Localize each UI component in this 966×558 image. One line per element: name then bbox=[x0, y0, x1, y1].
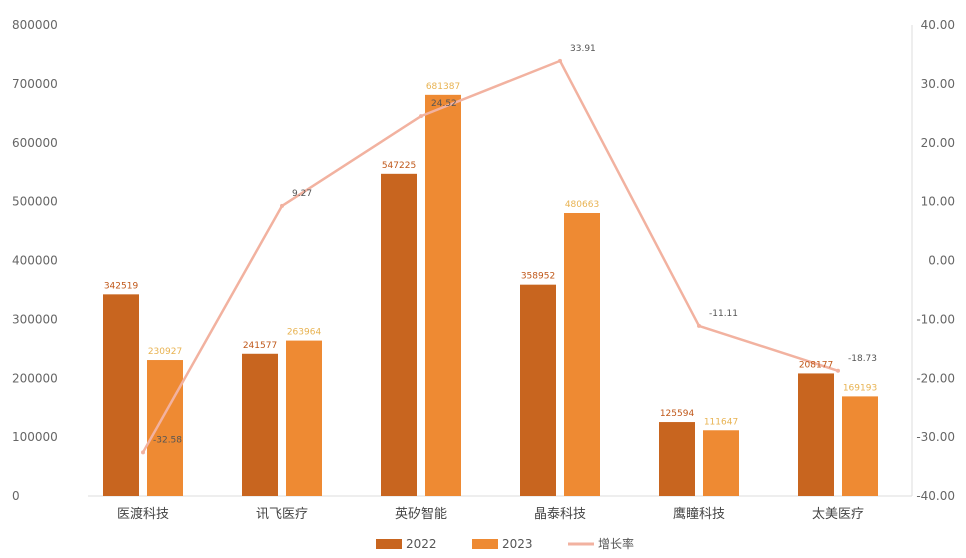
left-tick-label: 500000 bbox=[12, 195, 58, 209]
right-tick-label: -40.00 bbox=[916, 489, 955, 503]
bar-2022-4[interactable] bbox=[659, 422, 695, 496]
bar-data-label: 342519 bbox=[104, 281, 139, 291]
growth-rate-point-4[interactable] bbox=[697, 323, 701, 328]
bar-2022-2[interactable] bbox=[381, 173, 417, 496]
bar-data-label: 358952 bbox=[521, 272, 555, 282]
bar-2023-0[interactable] bbox=[147, 360, 183, 496]
left-axis: 0 100000 200000 300000 400000 500000 600000 700… bbox=[12, 18, 58, 503]
line-data-label: 9.27 bbox=[292, 189, 312, 199]
bar-2022-0[interactable] bbox=[103, 294, 139, 496]
growth-rate-line bbox=[141, 59, 839, 453]
left-tick-label: 300000 bbox=[12, 312, 58, 326]
right-tick-label: -20.00 bbox=[916, 371, 955, 385]
category-label: 英矽智能 bbox=[395, 507, 447, 522]
legend-item-1[interactable]: 2023 bbox=[472, 537, 533, 551]
right-tick-label: 20.00 bbox=[921, 136, 955, 150]
bar-2022-1[interactable] bbox=[242, 353, 278, 496]
category-labels: 医渡科技 讯飞医疗 英矽智能 晶泰科技 鹰瞳科技 太美医疗 bbox=[117, 506, 864, 522]
legend-swatch bbox=[472, 539, 498, 549]
bar-data-label: 208177 bbox=[799, 360, 833, 370]
bar-2023-5[interactable] bbox=[842, 396, 878, 496]
growth-rate-point-3[interactable] bbox=[558, 58, 562, 63]
bar-data-label: 681387 bbox=[426, 82, 460, 92]
legend-item-0[interactable]: 2022 bbox=[376, 537, 437, 551]
category-label: 鹰瞳科技 bbox=[673, 506, 725, 522]
right-tick-label: 40.00 bbox=[921, 18, 955, 32]
category-label: 讯飞医疗 bbox=[256, 507, 308, 522]
growth-rate-point-0[interactable] bbox=[141, 450, 145, 455]
line-data-label: 33.91 bbox=[570, 44, 596, 54]
bar-data-label: 230927 bbox=[148, 347, 182, 357]
legend-item-2[interactable]: 增长率 bbox=[568, 536, 634, 551]
left-tick-label: 200000 bbox=[12, 371, 58, 385]
left-tick-label: 400000 bbox=[12, 254, 58, 268]
bar-data-label: 125594 bbox=[660, 409, 695, 419]
category-label: 太美医疗 bbox=[812, 507, 864, 522]
data-labels: 342519 241577 547225 358952 125594 208177 2309… bbox=[104, 44, 877, 445]
right-tick-label: 10.00 bbox=[921, 195, 955, 209]
axis-lines bbox=[88, 25, 913, 497]
bar-2022-3[interactable] bbox=[520, 284, 556, 496]
left-tick-label: 600000 bbox=[12, 136, 58, 150]
bar-data-label: 111647 bbox=[704, 417, 738, 427]
left-tick-label: 800000 bbox=[12, 18, 58, 32]
legend[interactable]: 2022 2023 增长率 bbox=[376, 536, 634, 551]
legend-label: 2022 bbox=[406, 537, 437, 551]
right-tick-label: 0.00 bbox=[928, 254, 955, 268]
bar-data-label: 263964 bbox=[287, 328, 322, 338]
bar-2023-4[interactable] bbox=[703, 430, 739, 496]
line-data-label: -32.58 bbox=[153, 435, 182, 445]
category-label: 医渡科技 bbox=[117, 506, 169, 522]
right-tick-label: -30.00 bbox=[916, 430, 955, 444]
growth-rate-point-1[interactable] bbox=[280, 203, 284, 208]
bars bbox=[103, 94, 878, 497]
bar-2022-5[interactable] bbox=[798, 373, 834, 496]
left-tick-label: 0 bbox=[12, 489, 20, 503]
growth-rate-point-2[interactable] bbox=[419, 114, 423, 119]
line-data-label: -18.73 bbox=[848, 354, 877, 364]
left-tick-label: 700000 bbox=[12, 77, 58, 91]
legend-swatch bbox=[376, 539, 402, 549]
bar-data-label: 547225 bbox=[382, 161, 416, 171]
legend-label: 增长率 bbox=[598, 536, 634, 551]
right-axis: -40.00 -30.00 -20.00 -10.00 0.00 10.00 20.00 30… bbox=[916, 18, 955, 503]
legend-label: 2023 bbox=[502, 537, 533, 551]
category-label: 晶泰科技 bbox=[534, 507, 586, 522]
bar-data-label: 241577 bbox=[243, 341, 277, 351]
growth-line bbox=[141, 58, 840, 455]
line-data-label: -11.11 bbox=[709, 309, 738, 319]
bar-2023-2[interactable] bbox=[425, 94, 461, 496]
growth-rate-point-5[interactable] bbox=[836, 368, 840, 373]
left-tick-label: 100000 bbox=[12, 430, 58, 444]
right-tick-label: -10.00 bbox=[916, 312, 955, 326]
bar-data-label: 169193 bbox=[843, 383, 877, 393]
bar-2023-1[interactable] bbox=[286, 340, 322, 496]
line-data-label: 24.52 bbox=[431, 99, 457, 109]
bar-2023-3[interactable] bbox=[564, 213, 600, 497]
right-tick-label: 30.00 bbox=[921, 77, 955, 91]
bar-data-label: 480663 bbox=[565, 200, 599, 210]
